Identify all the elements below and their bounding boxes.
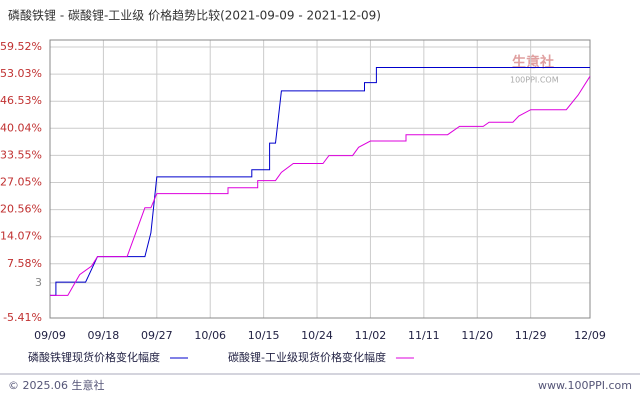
y-tick-label: 20.56%: [0, 203, 42, 216]
x-tick-label: 09/18: [88, 329, 120, 342]
y-tick-label: 3: [35, 276, 42, 289]
x-tick-label: 11/11: [408, 329, 440, 342]
x-tick-label: 09/09: [34, 329, 66, 342]
x-tick-label: 12/09: [574, 329, 606, 342]
plot-frame: [49, 39, 591, 319]
watermark-site: 100PPI.COM: [510, 76, 559, 85]
legend-label: 碳酸锂-工业级现货价格变化幅度: [228, 350, 386, 364]
x-tick-label: 10/15: [248, 329, 280, 342]
y-tick-label: 53.03%: [0, 67, 42, 80]
y-tick-label: 40.04%: [0, 121, 42, 134]
x-tick-label: 10/06: [194, 329, 226, 342]
x-tick-label: 11/02: [355, 329, 387, 342]
watermark-name: 生意社: [512, 54, 554, 71]
y-tick-label: 7.58%: [7, 257, 42, 270]
legend-label: 磷酸铁锂现货价格变化幅度: [28, 350, 160, 364]
y-tick-label: 33.55%: [0, 148, 42, 161]
x-tick-label: 11/29: [515, 329, 547, 342]
y-tick-label: 59.52%: [0, 40, 42, 53]
y-tick-label: 27.05%: [0, 176, 42, 189]
chart-title: 磷酸铁锂 - 碳酸锂-工业级 价格趋势比较(2021-09-09 - 2021-…: [8, 8, 381, 23]
series-line: [50, 67, 590, 296]
y-tick-label: 14.07%: [0, 230, 42, 243]
footer-left: © 2025.06 生意社: [8, 378, 104, 392]
x-tick-label: 09/27: [141, 329, 173, 342]
x-tick-label: 10/24: [301, 329, 333, 342]
series-line: [50, 76, 591, 296]
x-tick-label: 11/20: [461, 329, 493, 342]
y-tick-label: 46.53%: [0, 94, 42, 107]
y-tick-label: -5.41%: [3, 311, 42, 324]
footer-right: www.100PPI.com: [538, 379, 632, 392]
